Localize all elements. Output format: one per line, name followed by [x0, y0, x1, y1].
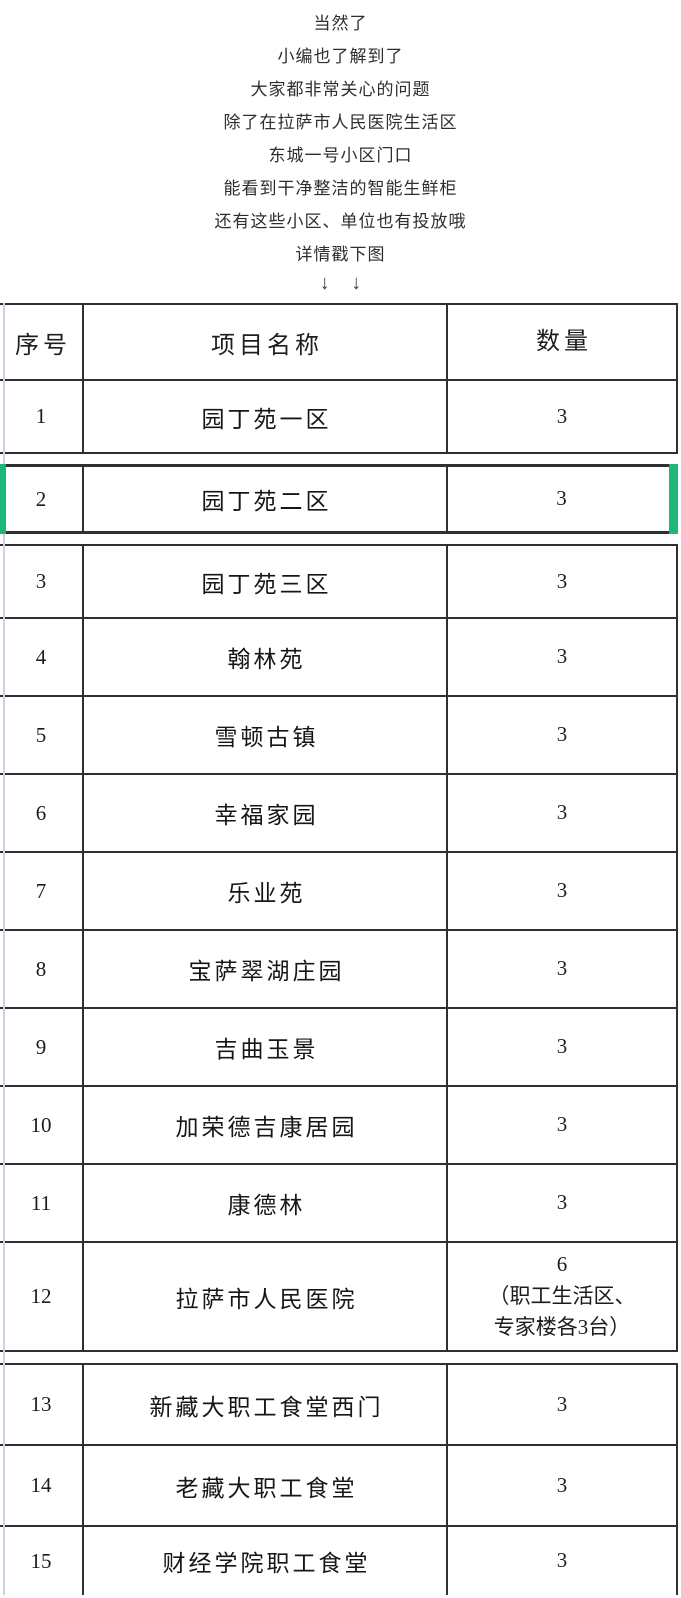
table-row: 6 幸福家园 3 [0, 773, 676, 851]
row-name-cell: 拉萨市人民医院 [84, 1243, 448, 1350]
row-name-cell: 吉曲玉景 [84, 1009, 448, 1085]
row-no-cell: 14 [0, 1446, 84, 1525]
row-no-cell: 13 [0, 1365, 84, 1444]
row-no-cell: 10 [0, 1087, 84, 1163]
intro-line: 当然了 [313, 14, 368, 33]
left-guide-line [3, 303, 5, 1595]
row-name-cell: 宝萨翠湖庄园 [84, 931, 448, 1007]
row-qty-cell: 3 [556, 568, 568, 593]
table-row: 11 康德林 3 [0, 1163, 676, 1241]
row-name-cell: 幸福家园 [84, 775, 448, 851]
row-name-cell: 加荣德吉康居园 [84, 1087, 448, 1163]
intro-text-block: 当然了 小编也了解到了 大家都非常关心的问题 除了在拉萨市人民医院生活区 东城一… [0, 0, 681, 271]
row-qty-cell: 3 [556, 403, 568, 428]
row-no-cell: 5 [0, 697, 84, 773]
table-header-row: 序号 项目名称 数量 [0, 305, 676, 379]
row-qty-cell: 3 [556, 644, 568, 669]
row-name-cell: 翰林苑 [84, 619, 448, 695]
row-qty-cell: 3 [556, 1472, 568, 1497]
row-no-cell: 6 [0, 775, 84, 851]
row-no-cell: 15 [0, 1527, 84, 1595]
row-qty-cell: 3 [556, 1034, 568, 1059]
table-row: 15 财经学院职工食堂 3 [0, 1525, 676, 1595]
table-row: 10 加荣德吉康居园 3 [0, 1085, 676, 1163]
intro-line: 小编也了解到了 [277, 47, 404, 66]
row-qty-cell: 6 （职工生活区、 专家楼各3台） [488, 1252, 636, 1340]
intro-line: 详情戳下图 [295, 245, 386, 264]
table-row: 14 老藏大职工食堂 3 [0, 1444, 676, 1525]
table-row: 13 新藏大职工食堂西门 3 [0, 1365, 676, 1444]
intro-line: 除了在拉萨市人民医院生活区 [223, 113, 458, 132]
row-name-cell: 新藏大职工食堂西门 [84, 1365, 448, 1444]
intro-line: 能看到干净整洁的智能生鲜柜 [223, 179, 458, 198]
row-qty-cell: 3 [556, 878, 568, 903]
row-name-cell: 乐业苑 [84, 853, 448, 929]
row-no-cell: 1 [0, 381, 84, 452]
row-qty-cell: 3 [556, 956, 568, 981]
row-qty-cell: 3 [556, 486, 567, 511]
row-no-cell: 12 [0, 1243, 84, 1350]
intro-line: 还有这些小区、单位也有投放哦 [214, 212, 467, 231]
row-no-cell: 4 [0, 619, 84, 695]
header-qty: 数量 [536, 329, 592, 355]
row-name-cell: 财经学院职工食堂 [84, 1527, 448, 1595]
row-qty-cell: 3 [556, 1112, 568, 1137]
row-no-cell: 8 [0, 931, 84, 1007]
table-row: 5 雪顿古镇 3 [0, 695, 676, 773]
row-qty-cell: 3 [556, 800, 568, 825]
header-name: 项目名称 [84, 305, 448, 379]
row-no-cell: 7 [0, 853, 84, 929]
down-arrows-icon: ↓ ↓ [319, 272, 370, 294]
row-name-cell: 园丁苑一区 [84, 381, 448, 452]
table-row: 7 乐业苑 3 [0, 851, 676, 929]
table-segment-bottom: 13 新藏大职工食堂西门 3 14 老藏大职工食堂 3 15 财经学院职工食堂 3 [0, 1363, 678, 1595]
row-qty-cell: 3 [556, 1548, 568, 1573]
intro-line: 东城一号小区门口 [268, 146, 413, 165]
table-row: 3 园丁苑三区 3 [0, 546, 676, 617]
row-no-cell: 2 [0, 467, 84, 531]
table-row: 4 翰林苑 3 [0, 617, 676, 695]
table-segment-selected-row: 2 园丁苑二区 3 [0, 464, 678, 534]
cabinet-location-table: 序号 项目名称 数量 1 园丁苑一区 3 2 园丁苑二区 3 3 园丁苑三区 3 4 翰林苑 3 5… [0, 303, 678, 1595]
table-row-selected: 2 园丁苑二区 3 [0, 467, 675, 531]
table-row: 9 吉曲玉景 3 [0, 1007, 676, 1085]
row-no-cell: 9 [0, 1009, 84, 1085]
row-qty-cell: 3 [556, 1190, 568, 1215]
header-no: 序号 [0, 305, 84, 379]
row-qty-cell: 3 [556, 1391, 568, 1416]
table-row: 1 园丁苑一区 3 [0, 379, 676, 452]
table-row: 8 宝萨翠湖庄园 3 [0, 929, 676, 1007]
table-segment-middle: 3 园丁苑三区 3 4 翰林苑 3 5 雪顿古镇 3 6 幸福家园 3 7 乐业苑 3 8 宝萨翠湖庄园 3 9 吉曲… [0, 544, 678, 1352]
table-row: 12 拉萨市人民医院 6 （职工生活区、 专家楼各3台） [0, 1241, 676, 1350]
row-name-cell: 园丁苑三区 [84, 546, 448, 617]
row-name-cell: 老藏大职工食堂 [84, 1446, 448, 1525]
row-no-cell: 3 [0, 546, 84, 617]
intro-line: 大家都非常关心的问题 [250, 80, 431, 99]
row-no-cell: 11 [0, 1165, 84, 1241]
row-name-cell: 雪顿古镇 [84, 697, 448, 773]
row-name-cell: 园丁苑二区 [84, 467, 448, 531]
row-qty-cell: 3 [556, 722, 568, 747]
row-name-cell: 康德林 [84, 1165, 448, 1241]
table-segment-top: 序号 项目名称 数量 1 园丁苑一区 3 [0, 303, 678, 454]
